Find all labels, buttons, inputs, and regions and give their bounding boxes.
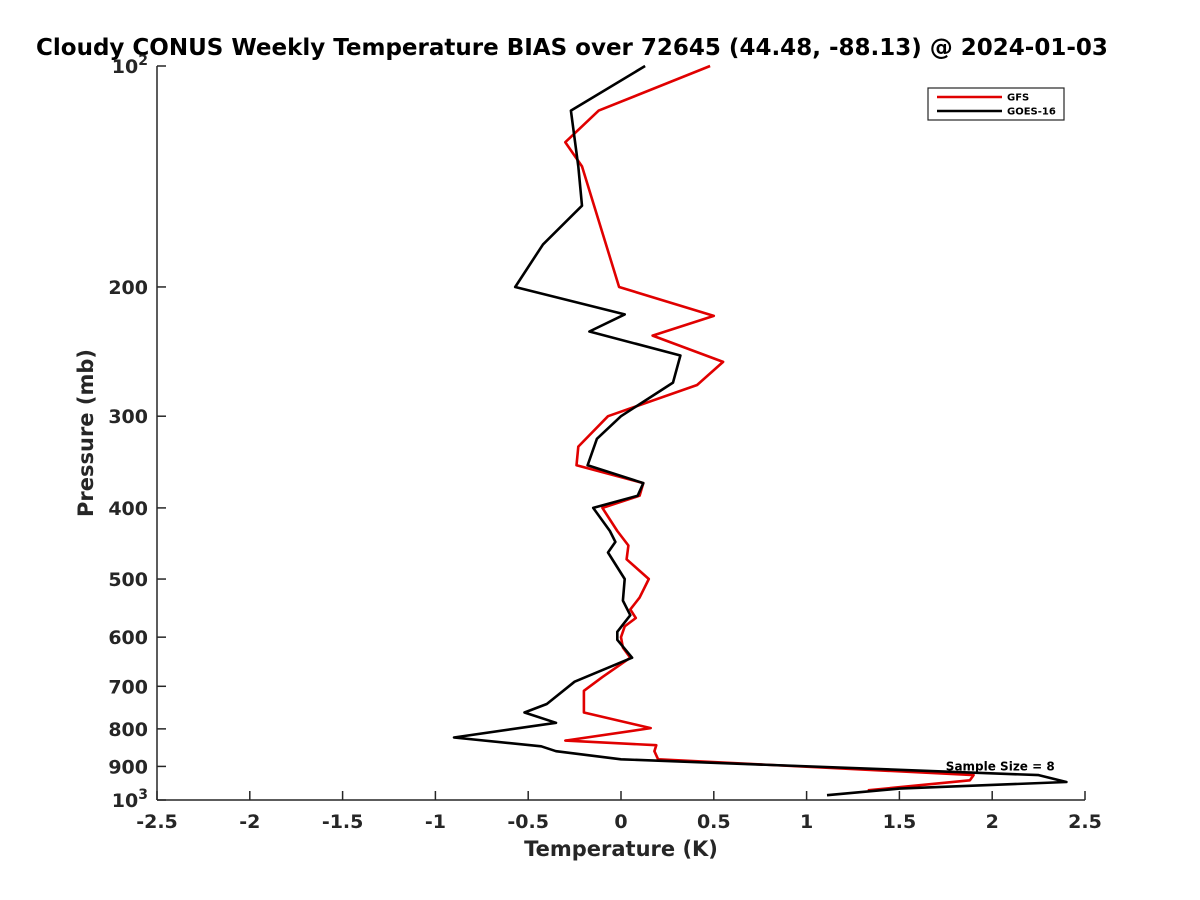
y-axis-label: Pressure (mb) (74, 349, 98, 517)
y-tick-label-base: 600 (108, 627, 148, 649)
x-ticks: -2.5 -2 -1.5 -1 -0.5 0 0.5 1 1.5 2 2.5 (136, 791, 1102, 833)
y-tick-label-base: 700 (108, 676, 148, 698)
y-tick-label-base: 200 (108, 277, 148, 299)
legend-label: GFS (1007, 93, 1029, 104)
y-tick-label-base: 300 (108, 406, 148, 428)
y-tick-label-base: 10 (112, 790, 138, 812)
y-tick-label: 700 (108, 676, 148, 698)
x-tick-label: -1.5 (322, 811, 364, 833)
x-tick-label: 0 (614, 811, 627, 833)
y-tick-label: 600 (108, 627, 148, 649)
y-tick-label: 800 (108, 719, 148, 741)
y-tick-label-base: 400 (108, 498, 148, 520)
series-layer (452, 64, 1068, 797)
legend-box (927, 87, 1065, 121)
legend-label: GOES-16 (1007, 107, 1056, 118)
x-tick-label: -2.5 (136, 811, 178, 833)
y-tick-label-base: 800 (108, 719, 148, 741)
x-tick-label: 2 (986, 811, 999, 833)
y-tick-label: 103 (112, 787, 148, 812)
series-line-gfs (564, 64, 975, 792)
y-tick-label-base: 500 (108, 569, 148, 591)
x-tick-label: -0.5 (507, 811, 549, 833)
y-tick-label-base: 900 (108, 756, 148, 778)
series-line-goes-16 (452, 64, 1068, 797)
y-tick-label: 500 (108, 569, 148, 591)
y-tick-label: 900 (108, 756, 148, 778)
x-tick-label: -1 (425, 811, 446, 833)
sample-size-annotation: Sample Size = 8 (946, 759, 1055, 773)
chart-title: Cloudy CONUS Weekly Temperature BIAS ove… (36, 35, 1108, 61)
x-tick-label: 1 (800, 811, 813, 833)
x-axis-label: Temperature (K) (524, 837, 718, 861)
legend: GFS GOES-16 (927, 87, 1065, 121)
y-tick-label-base: 10 (112, 56, 138, 78)
y-tick-label: 200 (108, 277, 148, 299)
x-tick-label: -2 (239, 811, 260, 833)
y-tick-label: 102 (112, 53, 148, 78)
y-tick-label-exponent: 3 (138, 787, 148, 803)
y-tick-label: 300 (108, 406, 148, 428)
plot-area (156, 66, 1085, 801)
x-tick-label: 1.5 (883, 811, 917, 833)
y-tick-label-exponent: 2 (138, 53, 148, 69)
y-tick-label: 400 (108, 498, 148, 520)
x-tick-label: 2.5 (1068, 811, 1102, 833)
x-tick-label: 0.5 (697, 811, 731, 833)
